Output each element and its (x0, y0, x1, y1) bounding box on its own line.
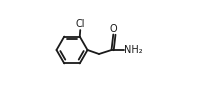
Text: NH₂: NH₂ (124, 45, 143, 55)
Text: Cl: Cl (76, 19, 85, 29)
Text: O: O (110, 24, 118, 34)
